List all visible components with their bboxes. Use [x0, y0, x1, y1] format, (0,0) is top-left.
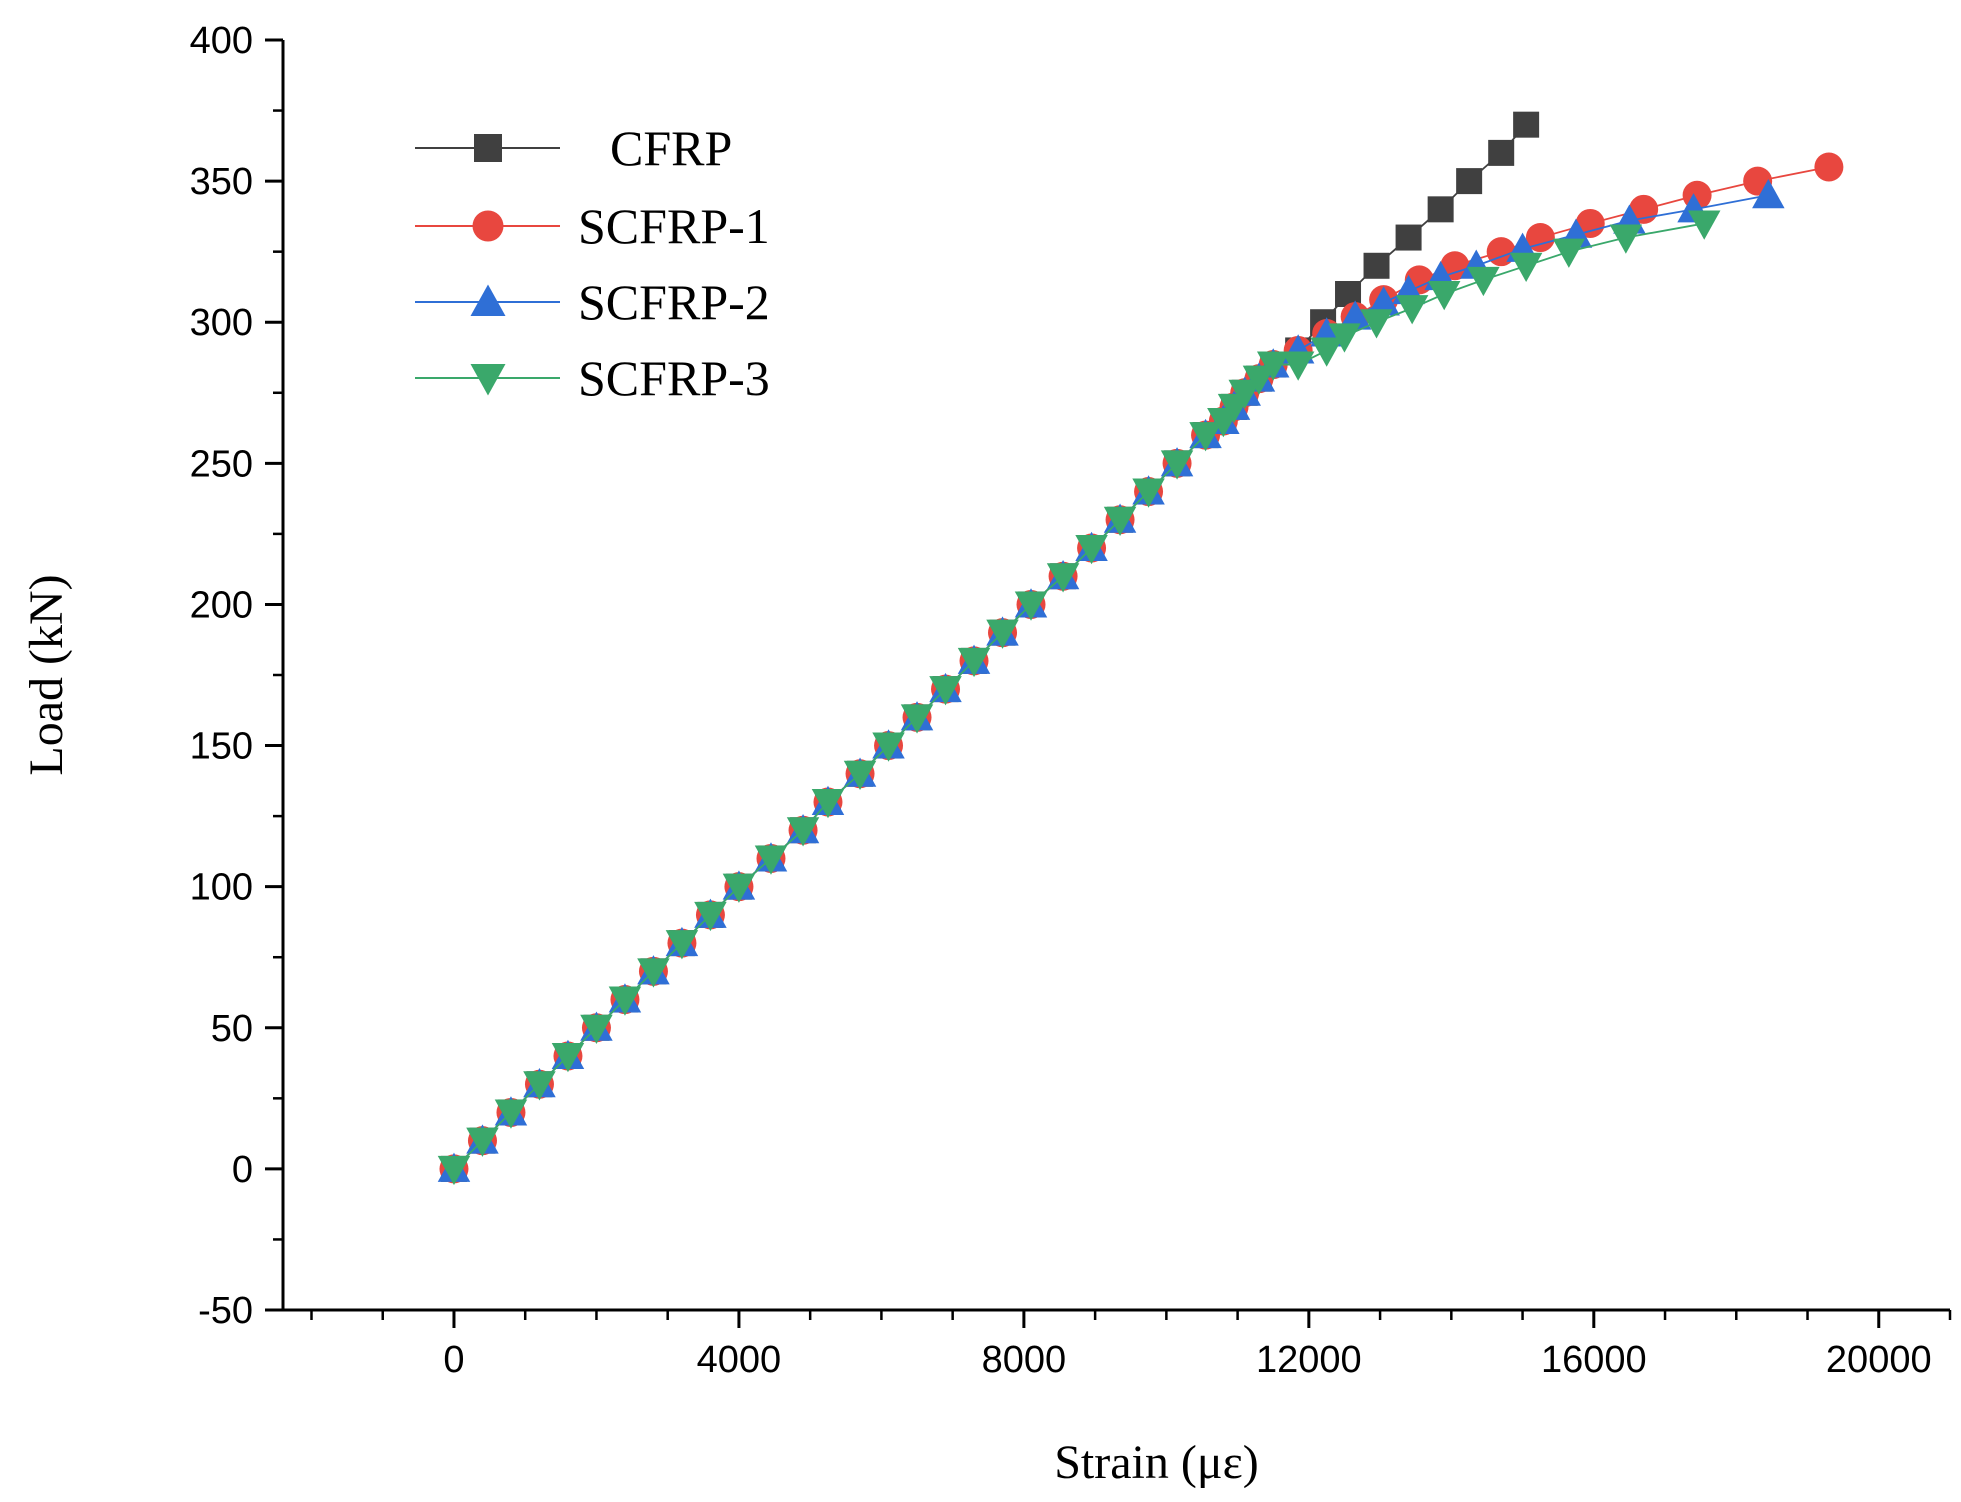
data-point — [872, 732, 905, 762]
data-point — [1363, 252, 1390, 279]
data-point — [1440, 251, 1470, 281]
data-point — [843, 760, 877, 791]
y-tick-label: 200 — [190, 584, 253, 626]
x-tick-label: 4000 — [697, 1339, 782, 1381]
y-tick-label: 400 — [190, 20, 253, 62]
data-point — [1395, 224, 1422, 251]
data-point — [1467, 266, 1500, 297]
data-point — [1814, 152, 1844, 182]
data-point — [1395, 295, 1429, 325]
data-point — [1281, 351, 1315, 381]
y-tick-label: 0 — [232, 1149, 253, 1191]
x-tick-label: 0 — [443, 1339, 464, 1381]
legend-marker — [470, 364, 506, 396]
y-tick-label: 150 — [190, 726, 253, 768]
data-point — [694, 901, 727, 932]
data-point — [1427, 281, 1461, 311]
data-point — [665, 930, 699, 960]
data-point — [1228, 379, 1261, 410]
y-tick-label: 350 — [190, 161, 253, 203]
legend-marker — [470, 284, 506, 316]
data-point — [1256, 351, 1290, 381]
data-point — [1132, 478, 1165, 508]
data-point — [1509, 252, 1543, 283]
data-point — [1513, 111, 1540, 138]
x-axis-label: Strain (με) — [1054, 1436, 1259, 1489]
legend: CFRP SCFRP-1 SCFRP-2 SCFRP-3 — [415, 120, 770, 406]
x-tick-label: 8000 — [982, 1339, 1067, 1381]
data-point — [1609, 224, 1643, 254]
data-point — [1310, 337, 1343, 367]
data-point — [1046, 563, 1080, 593]
legend-label: SCFRP-2 — [578, 274, 770, 330]
data-point — [1360, 309, 1393, 339]
data-point — [1189, 422, 1222, 452]
y-axis-label: Load (kN) — [20, 574, 73, 775]
data-point — [722, 873, 756, 903]
data-point — [1525, 223, 1555, 253]
data-point — [1575, 208, 1605, 238]
data-point — [466, 1127, 499, 1157]
data-point — [1338, 300, 1372, 330]
x-tick-label: 20000 — [1826, 1339, 1932, 1381]
data-point — [986, 619, 1019, 649]
data-point — [811, 789, 845, 819]
series-scfrp-3 — [437, 210, 1721, 1186]
data-point — [1367, 286, 1400, 316]
data-point — [957, 647, 991, 678]
y-tick-label: 300 — [190, 302, 253, 344]
y-tick-label: 250 — [190, 443, 253, 485]
y-tick-label: 50 — [211, 1008, 253, 1050]
legend-label: SCFRP-1 — [578, 198, 770, 254]
series-layer — [437, 111, 1844, 1186]
data-point — [437, 1155, 471, 1186]
legend-label: SCFRP-3 — [578, 350, 770, 406]
legend-marker — [474, 134, 502, 162]
data-point — [1242, 365, 1276, 395]
data-point — [637, 958, 670, 988]
x-tick-label: 12000 — [1256, 1339, 1362, 1381]
data-point — [551, 1043, 585, 1073]
data-point — [1752, 178, 1785, 209]
series-line — [453, 194, 1769, 1170]
data-point — [1014, 591, 1048, 621]
data-point — [1456, 168, 1483, 195]
data-point — [1552, 238, 1586, 268]
data-point — [608, 986, 642, 1016]
y-tick-label: 100 — [190, 867, 253, 909]
data-point — [900, 704, 934, 734]
data-point — [1103, 506, 1137, 537]
data-point — [786, 817, 820, 847]
data-point — [754, 845, 788, 875]
data-point — [1075, 535, 1108, 565]
data-point — [1328, 323, 1361, 353]
data-point — [1427, 196, 1454, 223]
x-tick-label: 16000 — [1541, 1339, 1647, 1381]
data-point — [494, 1099, 528, 1129]
y-tick-label: -50 — [198, 1290, 253, 1332]
data-point — [1160, 450, 1194, 480]
data-point — [1687, 210, 1721, 240]
data-point — [580, 1014, 613, 1045]
data-point — [1488, 139, 1515, 166]
data-point — [523, 1071, 556, 1101]
legend-marker — [472, 210, 504, 242]
data-point — [929, 676, 962, 706]
legend-label: CFRP — [610, 120, 732, 176]
